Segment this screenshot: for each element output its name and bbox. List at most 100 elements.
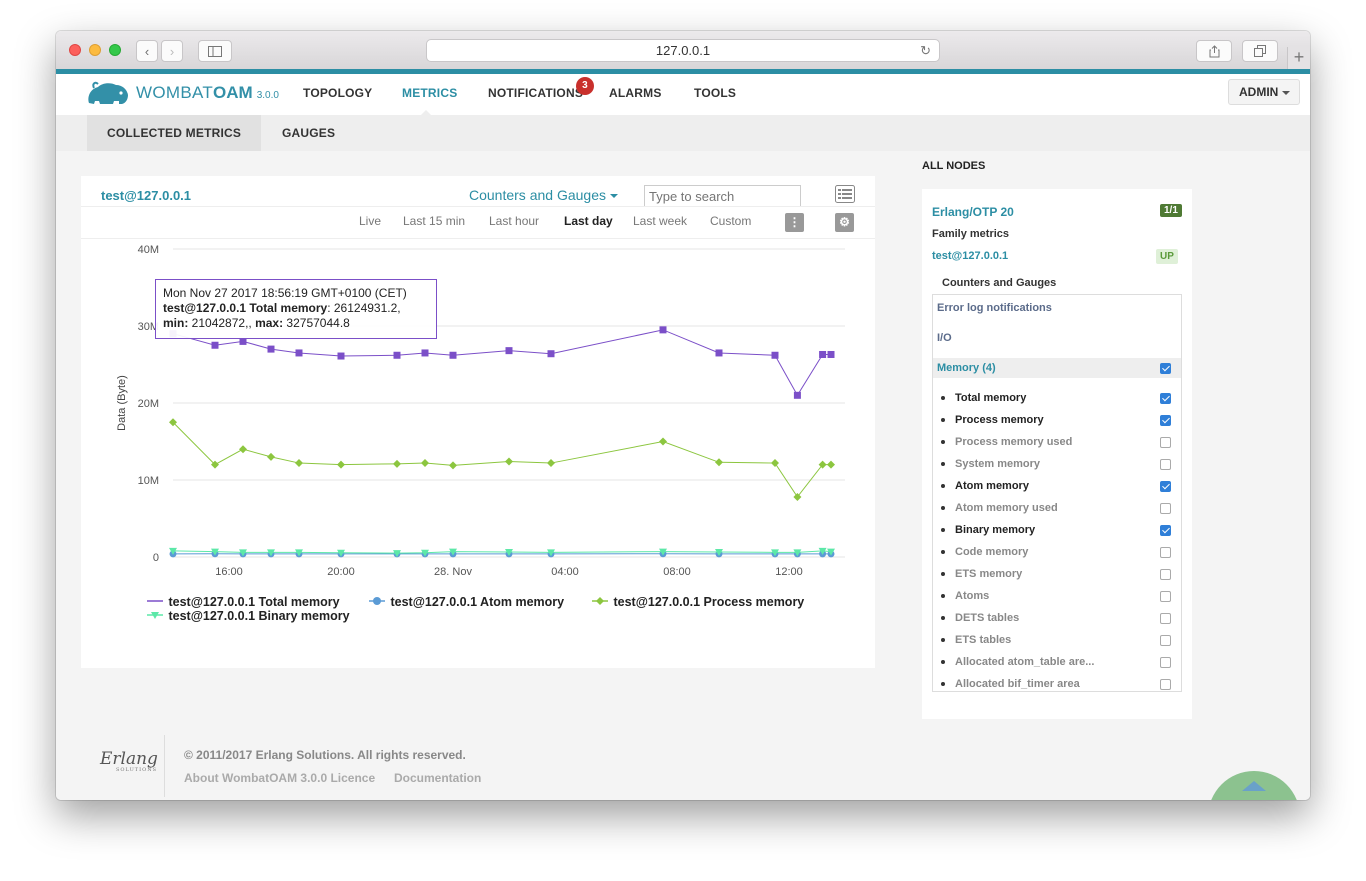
data-point[interactable] — [295, 549, 303, 557]
data-point[interactable] — [393, 550, 401, 558]
group-memory[interactable]: Memory (4) — [933, 358, 1181, 378]
metric-item-checkbox[interactable] — [1160, 393, 1171, 404]
data-point[interactable] — [771, 459, 779, 468]
range-last-15-min[interactable]: Last 15 min — [403, 214, 466, 228]
data-point[interactable] — [421, 349, 429, 357]
metric-item-checkbox[interactable] — [1160, 481, 1171, 492]
metric-item-checkbox[interactable] — [1160, 415, 1171, 426]
data-point[interactable] — [337, 549, 345, 557]
node-family-title[interactable]: Erlang/OTP 20 — [932, 205, 1014, 219]
node-link[interactable]: test@127.0.0.1 — [932, 250, 1009, 262]
data-point[interactable] — [771, 351, 779, 359]
list-view-icon[interactable] — [835, 185, 855, 203]
metric-item[interactable]: ETS memory — [933, 563, 1181, 585]
data-point[interactable] — [715, 458, 723, 467]
metric-item[interactable]: DETS tables — [933, 607, 1181, 629]
data-point[interactable] — [818, 460, 827, 469]
range-last-day[interactable]: Last day — [564, 214, 613, 228]
metric-item[interactable]: Total memory — [933, 387, 1181, 409]
data-point[interactable] — [827, 460, 835, 469]
legend-atom-memory[interactable]: test@127.0.0.1 Atom memory — [369, 595, 564, 609]
data-point[interactable] — [169, 547, 177, 555]
legend-total-memory[interactable]: test@127.0.0.1 Total memory — [147, 595, 340, 609]
data-point[interactable] — [393, 459, 401, 468]
data-point[interactable] — [267, 549, 275, 557]
panel-node-title[interactable]: test@127.0.0.1 — [101, 188, 192, 203]
share-button[interactable] — [1196, 40, 1232, 62]
metric-item-checkbox[interactable] — [1160, 437, 1171, 448]
metric-item-checkbox[interactable] — [1160, 503, 1171, 514]
metric-item[interactable]: Process memory used — [933, 431, 1181, 453]
data-point[interactable] — [239, 337, 247, 345]
metric-item[interactable]: Atom memory used — [933, 497, 1181, 519]
data-point[interactable] — [239, 445, 247, 454]
tab-collected-metrics[interactable]: COLLECTED METRICS — [87, 115, 262, 151]
data-point[interactable] — [715, 349, 723, 357]
data-point[interactable] — [421, 459, 429, 468]
data-point[interactable] — [421, 549, 429, 557]
data-point[interactable] — [267, 345, 275, 353]
data-point[interactable] — [715, 548, 723, 556]
close-window-button[interactable] — [69, 44, 81, 56]
data-point[interactable] — [337, 460, 345, 469]
data-point[interactable] — [793, 549, 802, 557]
metric-search-input[interactable] — [644, 185, 801, 207]
data-point[interactable] — [211, 548, 219, 556]
metric-item[interactable]: Allocated bif_timer area — [933, 673, 1181, 691]
footer-documentation-link[interactable]: Documentation — [394, 771, 482, 785]
data-point[interactable] — [295, 459, 303, 468]
data-point[interactable] — [793, 391, 801, 399]
metric-item-checkbox[interactable] — [1160, 657, 1171, 668]
data-point[interactable] — [547, 350, 555, 358]
metric-item-checkbox[interactable] — [1160, 525, 1171, 536]
metric-item[interactable]: Process memory — [933, 409, 1181, 431]
data-point[interactable] — [211, 341, 219, 349]
metric-item-checkbox[interactable] — [1160, 547, 1171, 558]
metric-item[interactable]: Binary memory — [933, 519, 1181, 541]
metric-item[interactable]: Code memory — [933, 541, 1181, 563]
sidebar-toggle-button[interactable] — [198, 40, 232, 62]
metric-type-dropdown[interactable]: Counters and Gauges — [469, 187, 618, 203]
metric-item[interactable]: Atom memory — [933, 475, 1181, 497]
nav-alarms[interactable]: ALARMS — [609, 86, 662, 100]
data-point[interactable] — [337, 352, 345, 360]
tab-gauges[interactable]: GAUGES — [282, 126, 336, 140]
more-options-button[interactable]: ⋮ — [785, 213, 804, 232]
data-point[interactable] — [449, 351, 457, 359]
data-point[interactable] — [505, 548, 513, 556]
data-point[interactable] — [659, 548, 667, 556]
metric-item[interactable]: Allocated atom_table are... — [933, 651, 1181, 673]
metric-item-checkbox[interactable] — [1160, 591, 1171, 602]
metric-item-checkbox[interactable] — [1160, 459, 1171, 470]
range-last-hour[interactable]: Last hour — [489, 214, 540, 228]
data-point[interactable] — [211, 460, 219, 469]
zoom-window-button[interactable] — [109, 44, 121, 56]
nav-metrics[interactable]: METRICS — [402, 86, 458, 100]
range-custom[interactable]: Custom — [710, 214, 752, 228]
nav-notifications[interactable]: NOTIFICATIONS 3 — [488, 77, 594, 100]
nav-topology[interactable]: TOPOLOGY — [303, 86, 373, 100]
forward-button[interactable]: › — [161, 40, 183, 62]
data-point[interactable] — [393, 351, 401, 359]
scroll-to-top-button[interactable] — [1208, 771, 1300, 800]
url-bar[interactable]: 127.0.0.1 ↻ — [426, 39, 940, 62]
data-point[interactable] — [449, 461, 457, 470]
group-error-log-notifications[interactable]: Error log notifications — [937, 302, 1052, 314]
data-point[interactable] — [169, 418, 177, 427]
new-tab-button[interactable]: + — [1287, 47, 1310, 69]
data-point[interactable] — [547, 549, 555, 557]
erlang-solutions-logo[interactable]: Erlang SOLUTIONS — [100, 749, 158, 773]
nav-tools[interactable]: TOOLS — [694, 86, 737, 100]
data-point[interactable] — [505, 457, 513, 466]
metric-item-checkbox[interactable] — [1160, 613, 1171, 624]
data-point[interactable] — [818, 547, 827, 555]
admin-menu-button[interactable]: ADMIN — [1228, 79, 1300, 105]
footer-licence-link[interactable]: About WombatOAM 3.0.0 Licence — [184, 771, 376, 785]
metric-item-checkbox[interactable] — [1160, 635, 1171, 646]
metric-item[interactable]: Atoms — [933, 585, 1181, 607]
group-memory-checkbox[interactable] — [1160, 363, 1171, 374]
data-point[interactable] — [239, 549, 247, 557]
group-io[interactable]: I/O — [937, 332, 952, 344]
chart-settings-button[interactable]: ⚙ — [835, 213, 854, 232]
metric-item-checkbox[interactable] — [1160, 679, 1171, 690]
